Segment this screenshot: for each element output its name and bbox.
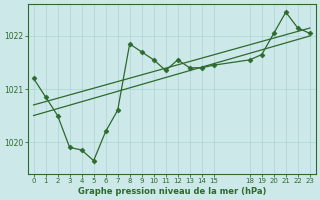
X-axis label: Graphe pression niveau de la mer (hPa): Graphe pression niveau de la mer (hPa) (77, 187, 266, 196)
